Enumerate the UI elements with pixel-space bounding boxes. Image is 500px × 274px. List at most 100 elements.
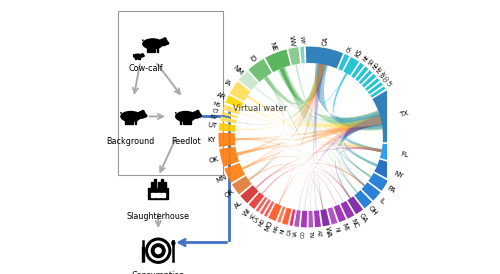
Polygon shape	[256, 197, 268, 212]
Polygon shape	[362, 74, 376, 88]
Polygon shape	[235, 115, 382, 141]
Ellipse shape	[143, 55, 144, 56]
Polygon shape	[248, 59, 272, 82]
Ellipse shape	[160, 39, 168, 45]
Polygon shape	[280, 68, 372, 178]
Polygon shape	[242, 105, 382, 152]
Polygon shape	[262, 168, 337, 206]
Polygon shape	[264, 201, 274, 217]
Text: KS: KS	[354, 48, 364, 59]
Polygon shape	[236, 64, 325, 125]
Polygon shape	[368, 82, 383, 94]
Polygon shape	[344, 57, 359, 75]
Bar	[162, 193, 165, 197]
Polygon shape	[320, 209, 330, 226]
Text: WY: WY	[298, 36, 304, 44]
Text: NM: NM	[232, 65, 244, 77]
Polygon shape	[262, 163, 365, 195]
Text: SC: SC	[249, 212, 257, 221]
Polygon shape	[232, 176, 252, 195]
Polygon shape	[246, 64, 325, 111]
Polygon shape	[359, 70, 372, 84]
Bar	[156, 46, 158, 52]
Ellipse shape	[134, 54, 141, 58]
Bar	[136, 57, 137, 59]
Polygon shape	[278, 64, 325, 205]
Polygon shape	[335, 115, 382, 199]
Polygon shape	[282, 208, 292, 225]
Bar	[156, 193, 160, 197]
Text: WV: WV	[288, 35, 296, 47]
Text: Cow-calf: Cow-calf	[128, 64, 163, 73]
Bar	[139, 57, 140, 59]
Polygon shape	[340, 115, 382, 186]
Ellipse shape	[176, 112, 196, 121]
Text: NE: NE	[362, 54, 370, 63]
Polygon shape	[332, 73, 365, 186]
Bar	[190, 119, 191, 124]
Polygon shape	[218, 133, 236, 147]
Polygon shape	[248, 192, 264, 209]
Polygon shape	[295, 64, 358, 193]
Text: NC: NC	[349, 217, 359, 229]
Polygon shape	[235, 138, 351, 199]
Circle shape	[146, 238, 171, 263]
Polygon shape	[345, 115, 382, 152]
Polygon shape	[222, 112, 238, 119]
Polygon shape	[333, 73, 382, 128]
Polygon shape	[372, 90, 400, 143]
Text: MN: MN	[214, 174, 228, 184]
Text: FL: FL	[400, 152, 409, 159]
Polygon shape	[370, 86, 386, 98]
Polygon shape	[365, 78, 380, 91]
Polygon shape	[260, 199, 271, 215]
Polygon shape	[288, 47, 300, 65]
Bar	[148, 188, 168, 199]
Polygon shape	[254, 64, 326, 107]
Text: Slaughterhouse: Slaughterhouse	[126, 212, 190, 221]
Bar	[151, 182, 153, 188]
Polygon shape	[303, 63, 382, 126]
Bar	[147, 46, 148, 52]
Polygon shape	[342, 115, 382, 178]
Text: CO: CO	[300, 230, 306, 238]
Polygon shape	[235, 138, 382, 152]
Text: WA: WA	[324, 226, 332, 239]
Bar	[128, 119, 130, 124]
Polygon shape	[264, 76, 324, 210]
Bar	[125, 119, 126, 124]
Polygon shape	[298, 172, 344, 210]
Text: UT: UT	[208, 122, 218, 129]
Ellipse shape	[121, 112, 141, 121]
Polygon shape	[290, 209, 296, 226]
Text: UT: UT	[386, 80, 395, 88]
Text: ID: ID	[247, 54, 256, 63]
Polygon shape	[335, 147, 382, 199]
Polygon shape	[280, 68, 365, 186]
Ellipse shape	[196, 110, 199, 112]
Text: SD: SD	[367, 58, 376, 67]
Polygon shape	[239, 112, 382, 129]
Text: OH: OH	[367, 204, 378, 216]
Polygon shape	[220, 147, 239, 167]
Text: Virtual water: Virtual water	[233, 104, 287, 113]
Polygon shape	[254, 86, 382, 127]
Text: NY: NY	[393, 170, 404, 179]
Polygon shape	[239, 112, 382, 152]
Ellipse shape	[138, 112, 145, 118]
Polygon shape	[236, 115, 382, 156]
Text: MT: MT	[376, 66, 384, 75]
Polygon shape	[374, 159, 395, 179]
Bar	[158, 182, 160, 188]
Text: MI: MI	[341, 222, 349, 232]
Polygon shape	[300, 211, 307, 227]
Text: KY: KY	[208, 137, 216, 143]
Polygon shape	[236, 64, 325, 130]
Text: IA: IA	[223, 79, 232, 88]
Polygon shape	[315, 64, 325, 210]
Text: OR: OR	[224, 188, 235, 199]
Ellipse shape	[142, 54, 143, 55]
Polygon shape	[380, 144, 399, 162]
Polygon shape	[362, 182, 380, 201]
Polygon shape	[280, 68, 358, 193]
